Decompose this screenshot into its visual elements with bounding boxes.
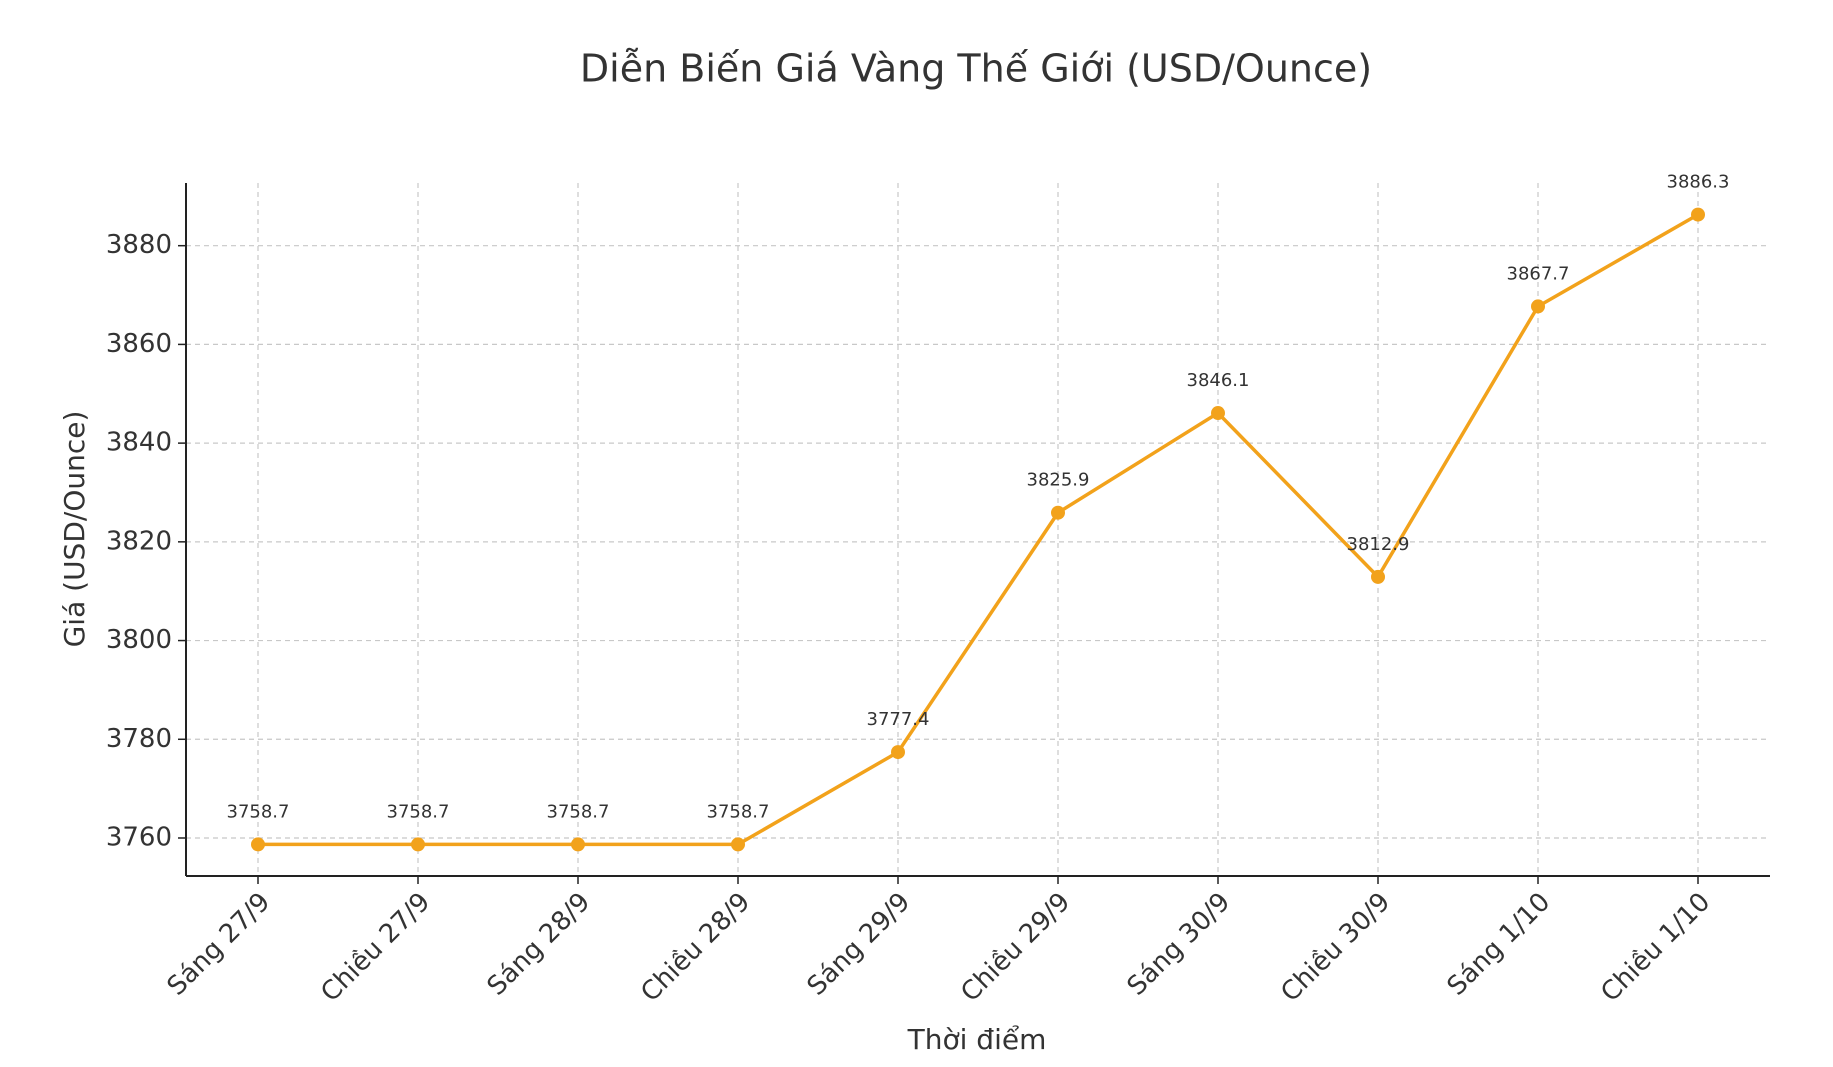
data-point (1371, 569, 1385, 584)
y-tick-label: 3880 (106, 230, 172, 260)
x-tick-label: Chiều 28/9 (635, 887, 756, 1008)
y-tick-label: 3800 (106, 625, 172, 655)
data-label: 3846.1 (1187, 370, 1250, 391)
data-point (1051, 505, 1065, 520)
y-tick-label: 3780 (106, 724, 172, 754)
x-tick-label: Sáng 28/9 (482, 887, 597, 1002)
data-label: 3758.7 (547, 801, 610, 822)
data-label: 3886.3 (1667, 172, 1730, 193)
line-series (258, 213, 1699, 847)
data-label: 3758.7 (387, 801, 450, 822)
x-tick-label: Sáng 29/9 (802, 887, 917, 1002)
x-tick-label: Sáng 30/9 (1122, 887, 1237, 1002)
data-label: 3758.7 (227, 801, 290, 822)
data-point (891, 745, 905, 760)
data-point (571, 837, 585, 852)
y-tick-label: 3760 (106, 822, 172, 852)
y-axis-label: Giá (USD/Ounce) (58, 411, 91, 648)
data-label: 3825.9 (1027, 470, 1090, 491)
x-tick-label: Chiều 30/9 (1275, 887, 1396, 1008)
data-point (1691, 207, 1705, 222)
data-point (731, 837, 745, 852)
data-point (1211, 406, 1225, 421)
data-point (411, 837, 425, 852)
data-label: 3812.9 (1347, 534, 1410, 555)
x-tick-label: Sáng 27/9 (162, 887, 277, 1002)
data-point (1531, 299, 1545, 314)
data-label: 3867.7 (1507, 263, 1570, 284)
x-tick-label: Chiều 27/9 (315, 887, 436, 1008)
data-label: 3777.4 (867, 709, 930, 730)
y-tick-label: 3840 (106, 428, 172, 458)
x-tick-label: Chiều 1/10 (1595, 887, 1716, 1008)
data-label: 3758.7 (707, 801, 770, 822)
x-axis-label: Thời điểm (907, 1023, 1047, 1056)
x-tick-label: Chiều 29/9 (955, 887, 1076, 1008)
x-tick-label: Sáng 1/10 (1442, 887, 1557, 1002)
data-point (251, 837, 265, 852)
chart-title: Diễn Biến Giá Vàng Thế Giới (USD/Ounce) (580, 47, 1372, 91)
y-tick-label: 3820 (106, 526, 172, 556)
y-tick-label: 3860 (106, 329, 172, 359)
